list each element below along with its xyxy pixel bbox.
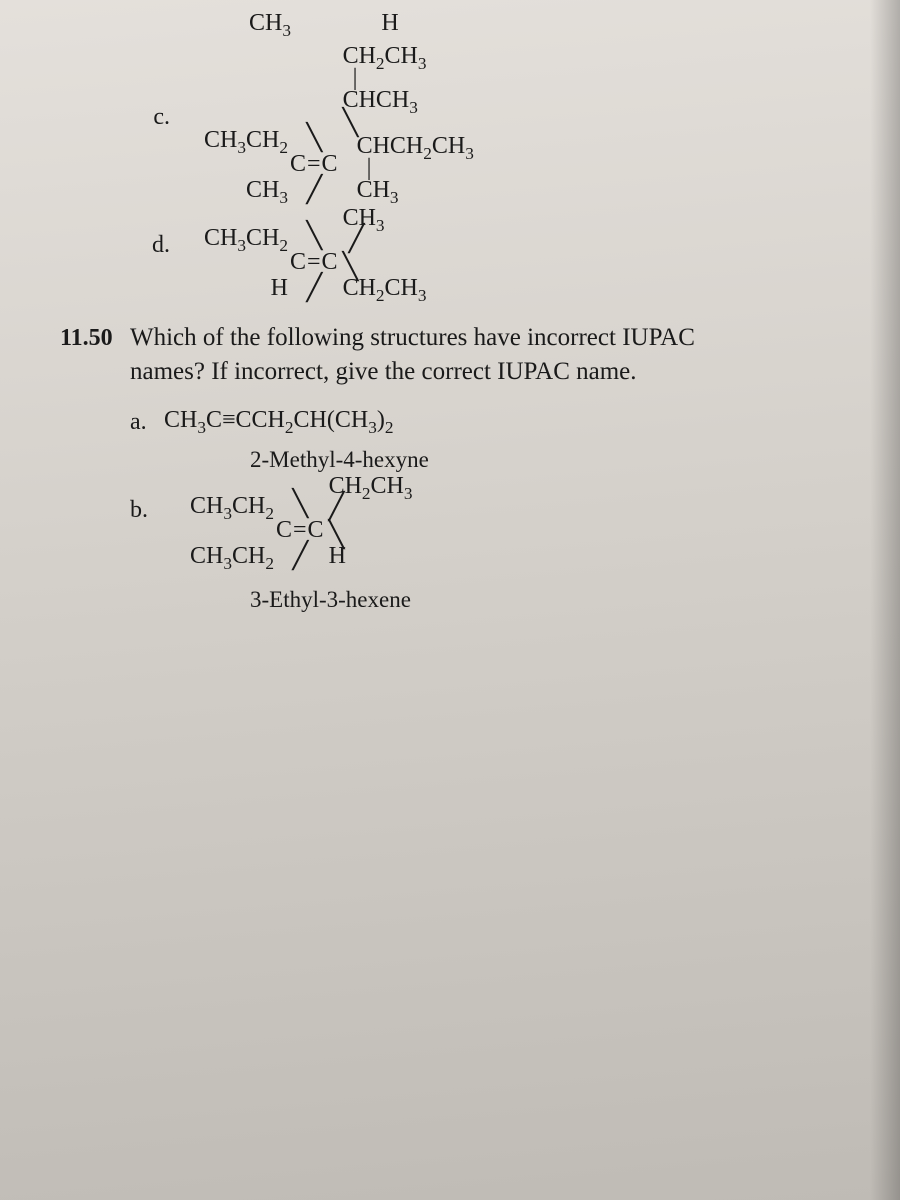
c-left-lower: CH3: [246, 177, 288, 203]
frag-h: H: [370, 10, 410, 37]
part-b: b. CH3CH2 CH3CH2 ╲ C=C ╱ ╱ CH2CH3 ╲: [130, 491, 860, 569]
d-left-upper: CH3CH2: [204, 225, 288, 251]
b-double-bond: C=C: [276, 517, 325, 543]
q-line2: names? If incorrect, give the correct IU…: [130, 358, 637, 385]
label-d: d.: [60, 223, 178, 259]
c-double-bond: C=C: [290, 151, 339, 177]
structure-c: c. CH3CH2 CH3 ╲ C=C ╱: [60, 43, 860, 203]
b-caption: 3-Ethyl-3-hexene: [250, 587, 860, 613]
b-right-upper: CH2CH3: [329, 473, 413, 499]
a-formula: CH3C≡CCH2CH(CH3)2: [164, 407, 393, 433]
d-left-lower: H: [271, 275, 288, 301]
d-right-lower: CH2CH3: [343, 275, 427, 301]
c-r-line3: CHCH2CH3: [343, 133, 474, 159]
b-left-upper: CH3CH2: [190, 493, 274, 519]
question-number: 11.50: [60, 321, 130, 389]
label-a: a.: [130, 407, 164, 437]
label-c: c.: [60, 43, 178, 131]
question-11-50: 11.50 Which of the following structures …: [60, 321, 860, 389]
question-text: Which of the following structures have i…: [130, 321, 695, 389]
part-a: a. CH3C≡CCH2CH(CH3)2: [130, 407, 860, 437]
top-fragment-row: CH3 H: [60, 10, 860, 37]
page-surface: CH3 H c. CH3CH2 CH3 ╲ C=C: [0, 0, 900, 1200]
frag-ch3: CH3: [230, 10, 310, 37]
b-right-lower: H: [329, 543, 346, 569]
label-b: b.: [130, 491, 164, 569]
c-r-line4: CH3: [343, 177, 399, 203]
d-double-bond: C=C: [290, 249, 339, 275]
c-r-bar2: |: [343, 159, 372, 177]
structure-d: d. CH3CH2 H ╲ C=C ╱ ╱ CH3: [60, 223, 860, 301]
d-right-upper: CH3: [343, 205, 385, 231]
page-edge-shadow: [870, 0, 900, 1200]
c-r-bar1: |: [343, 69, 358, 87]
a-caption: 2-Methyl-4-hexyne: [250, 447, 860, 473]
q-line1: Which of the following structures have i…: [130, 324, 695, 351]
b-left-lower: CH3CH2: [190, 543, 274, 569]
c-left-upper: CH3CH2: [204, 127, 288, 153]
